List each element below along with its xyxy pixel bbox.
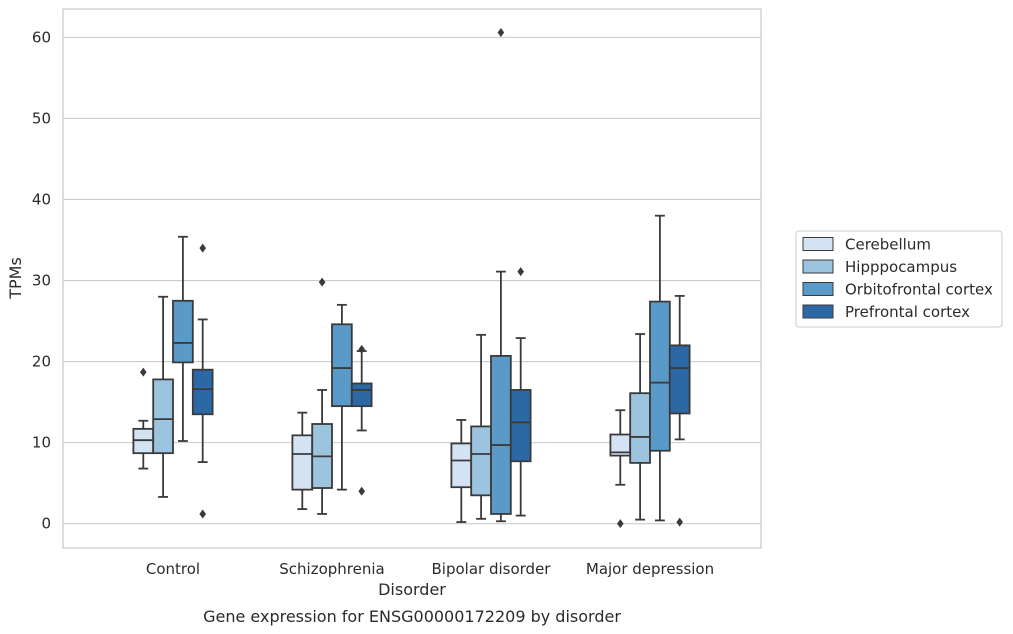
box <box>172 235 194 442</box>
x-axis-label: Disorder <box>378 580 446 599</box>
legend-items: Cerebellum Hipppocampus Orbitofrontal cort… <box>802 236 993 321</box>
y-axis-label: TPMs <box>6 257 25 300</box>
outlier-point <box>199 509 206 519</box>
x-tick-label: Control <box>146 560 200 578</box>
box-iqr <box>291 434 314 491</box>
box <box>509 267 532 517</box>
box-iqr <box>152 378 174 455</box>
box-iqr <box>172 299 194 364</box>
box-iqr <box>668 344 691 415</box>
y-tick-label: 60 <box>32 28 51 46</box>
box <box>191 243 214 519</box>
box-iqr <box>490 355 512 515</box>
y-tick-labels: 0 10 20 30 40 50 60 <box>32 28 51 532</box>
y-tick-label: 10 <box>32 434 51 452</box>
legend-frame <box>795 230 1003 328</box>
box <box>152 295 174 498</box>
x-tick-label: Schizophrenia <box>279 560 384 578</box>
outlier-point <box>358 344 365 354</box>
box-iqr <box>191 368 214 416</box>
outlier-point <box>497 28 505 38</box>
box-iqr <box>649 300 671 452</box>
outlier-point <box>617 519 624 529</box>
outlier-point <box>199 243 206 253</box>
x-tick-label: Bipolar disorder <box>432 560 552 578</box>
legend-label: Hipppocampus <box>845 258 957 276</box>
box <box>668 295 691 527</box>
outlier-point <box>318 277 326 287</box>
legend-label: Orbitofrontal cortex <box>845 281 993 299</box>
y-tick-label: 20 <box>32 353 51 371</box>
box-iqr <box>331 323 353 408</box>
outlier-point <box>676 517 683 527</box>
box-iqr <box>509 389 532 463</box>
legend-swatch <box>802 237 834 251</box>
plot-area <box>62 8 762 549</box>
box <box>350 344 373 496</box>
box <box>609 409 632 529</box>
y-tick-label: 30 <box>32 272 51 290</box>
boxes <box>132 28 691 529</box>
y-tick-label: 0 <box>41 515 51 533</box>
y-tick-label: 50 <box>32 109 51 127</box>
legend: Cerebellum Hipppocampus Orbitofrontal cort… <box>795 230 1003 328</box>
legend-label: Prefrontal cortex <box>845 303 970 321</box>
box-iqr <box>450 442 473 489</box>
legend-swatch <box>802 259 834 274</box>
legend-swatch <box>802 304 834 319</box>
legend-swatch <box>802 282 834 296</box>
x-tick-label: Major depression <box>586 560 714 578</box>
y-tick-label: 40 <box>32 190 51 208</box>
figure-caption: Gene expression for ENSG00000172209 by d… <box>203 607 621 626</box>
box <box>311 277 333 515</box>
outlier-point <box>358 486 365 496</box>
x-tick-labels: Control Schizophrenia Bipolar disorder Majo… <box>146 560 714 578</box>
box-iqr <box>629 392 651 464</box>
box-iqr <box>470 425 492 497</box>
legend-label: Cerebellum <box>845 236 931 254</box>
box <box>331 303 353 491</box>
box <box>649 214 671 522</box>
outlier-point <box>517 267 524 277</box>
outlier-point <box>140 367 147 377</box>
box-iqr <box>350 382 373 408</box>
box <box>132 367 155 470</box>
